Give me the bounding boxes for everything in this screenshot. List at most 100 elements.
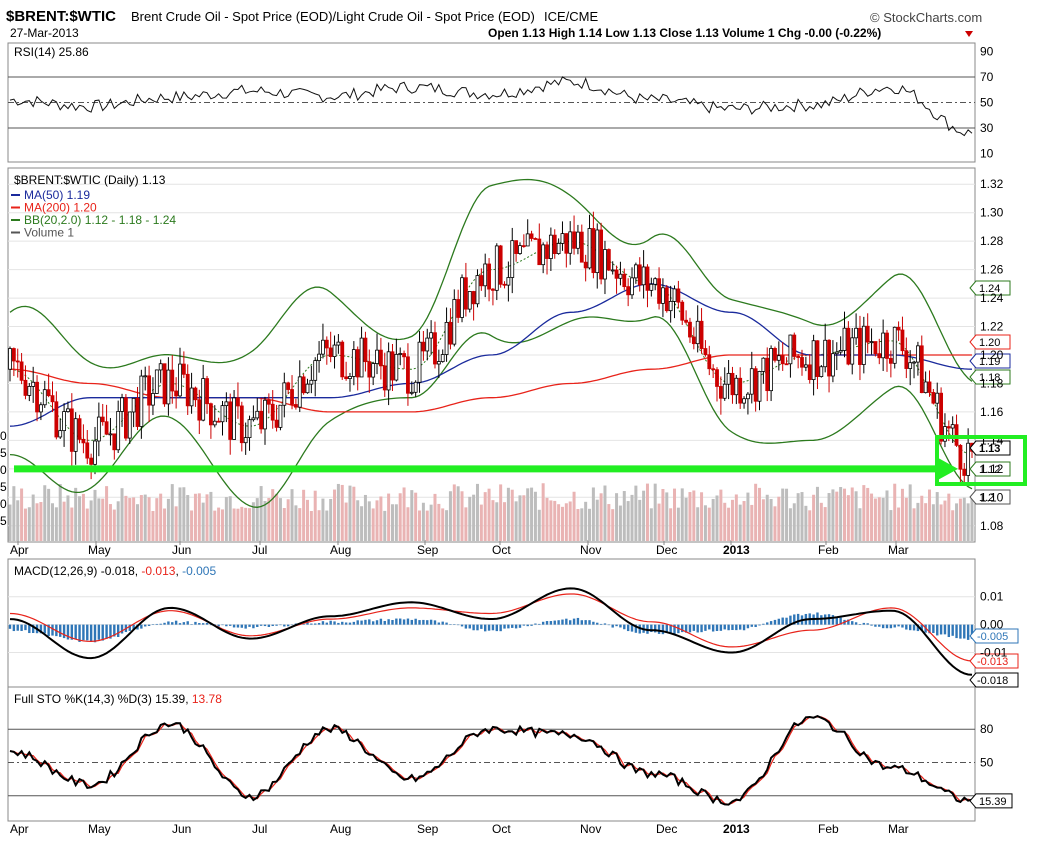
price-tick-1-22: 1.22 [980, 320, 1004, 334]
macd-histogram-bar [387, 619, 390, 625]
candle-body [305, 383, 310, 394]
macd-histogram-bar [553, 620, 556, 625]
candle-body [390, 351, 395, 381]
volume-bar [383, 510, 387, 541]
volume-bar [935, 492, 939, 541]
bollinger-lower-line [9, 316, 973, 508]
volume-bar [657, 503, 661, 541]
macd-histogram-bar [120, 624, 124, 634]
volume-bar [746, 492, 750, 541]
macd-histogram-bar [762, 623, 765, 625]
macd-histogram-bar [951, 624, 954, 636]
volume-bar [302, 489, 306, 541]
macd-histogram-bar [178, 623, 182, 625]
volume-bar [108, 504, 112, 541]
volume-bar [248, 508, 252, 541]
stoch-k-line [9, 715, 973, 806]
candle-body [143, 375, 148, 378]
x-axis-label-jul: Jul [252, 543, 267, 557]
macd-histogram-bar [970, 624, 974, 639]
macd-histogram-bar [472, 624, 475, 631]
volume-bar [773, 506, 777, 541]
macd-histogram-bar [580, 620, 583, 625]
candle-body [653, 278, 658, 285]
candle-body [208, 403, 213, 426]
candle-body [579, 231, 584, 263]
macd-histogram-bar [893, 624, 896, 628]
macd-histogram-bar [715, 624, 719, 632]
volume-bar [951, 510, 955, 541]
candle-body [699, 320, 704, 349]
price-candles [8, 211, 974, 486]
macd-histogram-bar [364, 619, 367, 625]
candle-body [529, 233, 534, 239]
price-tick-1-26: 1.26 [980, 263, 1004, 277]
symbol-title: $BRENT:$WTIC [6, 8, 116, 25]
stoch-tick-80: 80 [980, 722, 994, 736]
volume-bar [673, 488, 677, 541]
volume-bar [460, 491, 464, 541]
price-tick-1-24: 1.24 [980, 291, 1004, 305]
candle-body [688, 321, 692, 338]
macd-histogram-bar [947, 624, 951, 638]
volume-bar [970, 497, 974, 541]
stockcharts-logo-text[interactable]: © StockCharts.com [870, 10, 982, 25]
volume-bar [217, 507, 221, 541]
macd-histogram-bar [426, 620, 429, 625]
volume-bar [445, 510, 449, 541]
volume-bar [734, 494, 738, 541]
macd-histogram-bar [681, 624, 684, 633]
volume-bar [692, 490, 696, 541]
macd-histogram-bar [418, 620, 421, 625]
macd-histogram-bar [534, 623, 537, 625]
candle-body [773, 348, 777, 361]
volume-bar [437, 503, 441, 541]
rsi-tick-70: 70 [980, 70, 994, 84]
candle-body [108, 433, 113, 436]
volume-bar [503, 502, 507, 541]
price-value-box-label: 1.13 [979, 443, 1000, 455]
volume-bar [414, 492, 418, 541]
macd-histogram-bar [51, 624, 54, 636]
candle-body [950, 424, 955, 429]
candle-body [506, 277, 511, 286]
macd-histogram-bar [908, 624, 912, 631]
candle-body [641, 266, 646, 286]
volume-bar [143, 494, 147, 541]
volume-bar [128, 498, 132, 541]
x-axis-label-may: May [88, 543, 111, 557]
volume-bar [870, 493, 874, 541]
macd-histogram-bar [194, 621, 197, 625]
candle-body [753, 368, 758, 402]
macd-histogram-bar [878, 624, 881, 627]
volume-bar [139, 495, 143, 541]
macd-histogram-bar [885, 624, 889, 629]
macd-histogram-bar [665, 624, 668, 633]
macd-histogram-bar [360, 620, 363, 625]
macd-histogram-bar [569, 620, 572, 625]
macd-histogram-bar [460, 624, 464, 627]
volume-bar [62, 501, 66, 541]
candle-body [645, 266, 650, 291]
volume-bar [943, 500, 947, 541]
volume-bar [8, 504, 12, 541]
candle-body [11, 348, 16, 362]
candle-body [962, 468, 967, 476]
volume-bar [928, 489, 932, 541]
candle-body [846, 327, 851, 365]
volume-bar [97, 498, 101, 541]
macd-histogram-bar [572, 618, 576, 625]
candle-body [220, 405, 225, 423]
ohlc-readout: Open 1.13 High 1.14 Low 1.13 Close 1.13 … [488, 26, 881, 40]
macd-histogram-bar [889, 624, 893, 629]
volume-bar [499, 484, 503, 541]
macd-histogram-bar [511, 624, 514, 628]
volume-bar [893, 483, 897, 541]
volume-bar [333, 489, 337, 541]
volume-bar [352, 486, 356, 541]
volume-bar [676, 507, 680, 541]
volume-bar [267, 497, 271, 541]
candle-body [610, 269, 615, 272]
price-value-box [969, 334, 1011, 350]
